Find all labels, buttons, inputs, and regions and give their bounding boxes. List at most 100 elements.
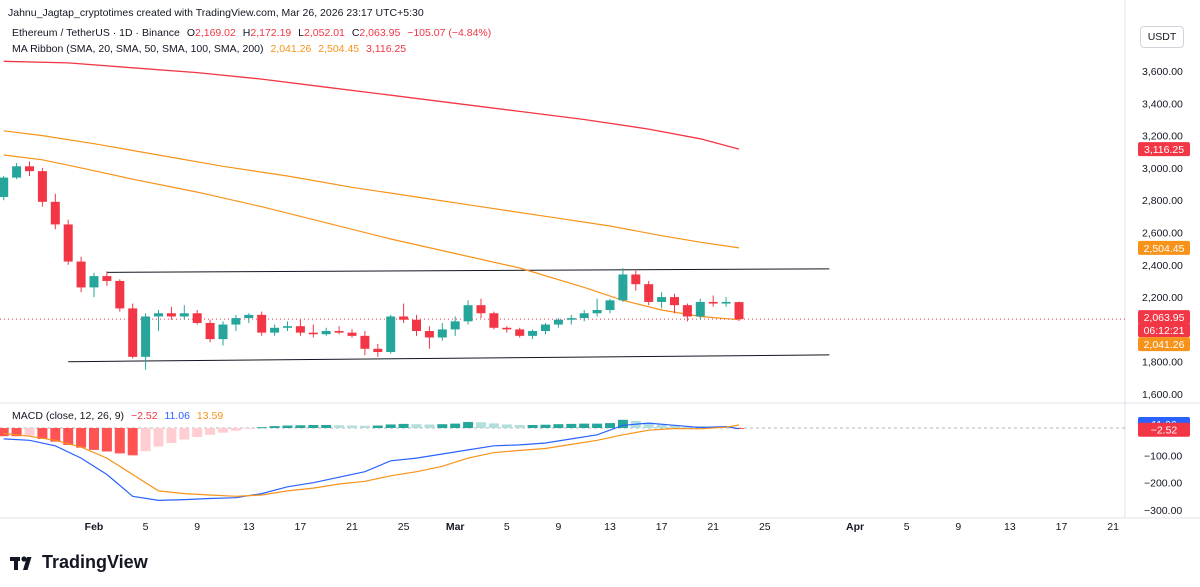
candle-body	[63, 224, 73, 262]
macd-histogram-bar	[527, 424, 538, 428]
macd-histogram-bar	[114, 428, 125, 454]
open-value: 2,169.02	[194, 27, 236, 39]
high-label: H	[242, 27, 251, 39]
macd-histogram-bar	[566, 423, 577, 428]
candle-body	[515, 329, 525, 336]
candle-body	[476, 305, 486, 314]
macd-histogram-bar	[230, 428, 241, 431]
price-legend: Ethereum / TetherUS · 1D · Binance O2,16…	[12, 27, 495, 39]
macd-histogram-bar	[437, 424, 448, 428]
time-axis-label: 17	[1056, 521, 1068, 533]
change-value: −105.07 (−4.84%)	[407, 27, 492, 39]
time-axis-label: 13	[1004, 521, 1016, 533]
macd-histogram-bar	[424, 424, 435, 428]
macd-histogram-bar	[308, 424, 319, 428]
macd-histogram-bar	[0, 428, 9, 437]
macd-axis-tick: −300.00	[1144, 505, 1182, 517]
macd-histogram-bar	[385, 424, 396, 428]
candle-body	[37, 171, 47, 202]
ma20-price-label-bg	[1138, 337, 1190, 352]
ma20-price-label: 2,041.26	[1144, 339, 1185, 351]
candle-body	[321, 331, 331, 335]
time-axis-label: 13	[243, 521, 255, 533]
candle-body	[657, 297, 667, 302]
candle-body	[76, 261, 86, 288]
macd-histogram-bar	[24, 428, 35, 436]
macd-histogram-bar	[127, 428, 138, 456]
candle-body	[618, 274, 628, 301]
time-axis-label: 25	[398, 521, 410, 533]
macd-histogram-bar	[553, 424, 564, 428]
time-axis-label: 21	[707, 521, 719, 533]
ma20-line	[3, 154, 740, 321]
macd-histogram-bar	[682, 426, 693, 428]
macd-histogram-bar	[617, 419, 628, 428]
macd-label: MACD (close, 12, 26, 9)	[12, 410, 125, 422]
candle-body	[192, 313, 202, 323]
candle-body	[12, 166, 22, 178]
candle-body	[128, 308, 138, 357]
candle-body	[670, 297, 679, 306]
macd-histogram-bar	[476, 422, 486, 428]
macd-line-value: 11.06	[164, 410, 190, 422]
macd-histogram-bar	[463, 421, 474, 428]
candle-body	[115, 280, 125, 309]
price-axis-tick: 2,600.00	[1142, 228, 1183, 240]
macd-histogram-bar	[540, 424, 551, 428]
price-axis-tick: 1,600.00	[1142, 389, 1183, 401]
macd-histogram-bar	[398, 423, 409, 428]
candle-body	[412, 319, 421, 332]
price-axis-tick: 3,400.00	[1142, 98, 1183, 110]
price-axis-tick: 2,400.00	[1142, 260, 1183, 272]
macd-histogram-bar	[192, 428, 203, 438]
candle-body	[205, 322, 215, 340]
macd-histogram-bar	[101, 428, 112, 452]
macd-line	[3, 422, 740, 502]
macd-histogram-bar	[243, 428, 254, 429]
ma200-line	[3, 60, 740, 150]
macd-histogram-bar	[411, 424, 422, 428]
macd-hist-label: −2.52	[1151, 425, 1178, 437]
candle-body	[386, 316, 396, 353]
countdown-label: 06:12:21	[1144, 325, 1185, 337]
price-axis-tick: 3,000.00	[1142, 163, 1183, 175]
last-price-label-bg	[1138, 310, 1190, 325]
time-axis-label: 13	[604, 521, 616, 533]
trendline	[68, 354, 830, 363]
price-axis-tick: 2,200.00	[1142, 292, 1183, 304]
macd-histogram-bar	[643, 423, 654, 428]
macd-histogram-bar	[347, 425, 357, 428]
candle-body	[463, 305, 473, 322]
candle-body	[566, 318, 576, 320]
candle-body	[734, 302, 744, 320]
macd-histogram-bar	[359, 425, 370, 428]
macd-histogram-bar	[501, 424, 512, 428]
candle-body	[231, 318, 241, 325]
candle-body	[179, 313, 189, 317]
candle-body	[0, 177, 9, 197]
candle-body	[257, 314, 267, 333]
macd-histogram-bar	[514, 424, 525, 428]
ma200-price-label-bg	[1138, 142, 1190, 157]
macd-histogram-bar	[89, 428, 99, 450]
tradingview-logo: TradingView	[10, 552, 148, 573]
currency-button[interactable]: USDT	[1140, 26, 1184, 48]
candle-body	[579, 313, 589, 319]
candle-body	[50, 201, 60, 225]
macd-histogram-bar	[282, 425, 293, 428]
macd-histogram-bar	[76, 428, 87, 448]
macd-histogram-bar	[334, 425, 345, 428]
ma50-price-label-bg	[1138, 240, 1190, 255]
macd-histogram-bar	[37, 428, 48, 439]
macd-histogram-bar	[179, 428, 190, 440]
low-label: L	[298, 27, 305, 39]
candle-body	[437, 329, 447, 338]
time-axis-label: Feb	[85, 521, 104, 533]
time-axis-label: 9	[555, 521, 561, 533]
macd-histogram-bar	[592, 423, 603, 428]
macd-histogram-bar	[269, 426, 280, 428]
price-axis-tick: 3,200.00	[1142, 131, 1183, 143]
time-axis-label: Apr	[846, 521, 864, 533]
macd-histogram-bar	[140, 428, 151, 452]
